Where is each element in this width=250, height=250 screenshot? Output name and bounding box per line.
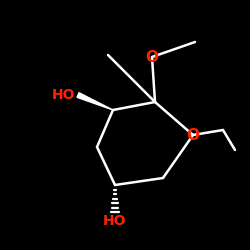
Polygon shape (77, 93, 113, 110)
Text: O: O (146, 50, 158, 64)
Text: HO: HO (103, 214, 127, 228)
Text: HO: HO (52, 88, 76, 102)
Text: O: O (186, 128, 200, 142)
